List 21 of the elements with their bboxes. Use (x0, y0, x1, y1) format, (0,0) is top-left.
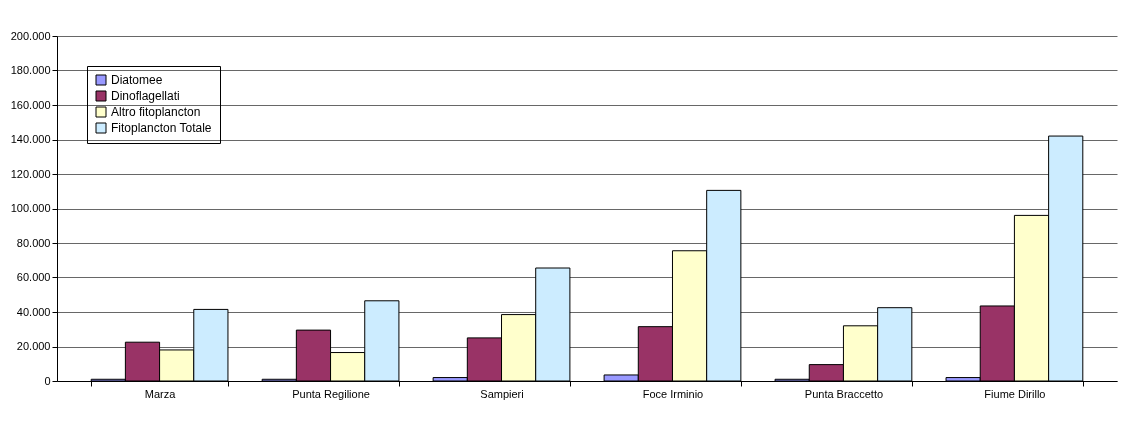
y-tick-label: 200.000 (10, 29, 51, 42)
legend-label: Fitoplancton Totale (111, 121, 212, 135)
legend-label: Dinoflagellati (111, 89, 180, 103)
legend-label: Diatomee (111, 73, 163, 87)
x-tick-label: Punta Braccetto (804, 387, 884, 400)
y-tick-label: 120.000 (10, 167, 51, 180)
y-tick-label: 80.000 (16, 236, 51, 249)
y-tick-label: 100.000 (10, 202, 51, 214)
x-tick-label: Sampieri (480, 387, 524, 400)
y-tick-label: 180.000 (10, 64, 51, 76)
legend-label: Altro fitoplancton (111, 105, 201, 119)
y-tick-label: 40.000 (16, 305, 51, 318)
y-tick-label: 20.000 (16, 340, 51, 352)
y-tick-label: 0 (44, 374, 51, 387)
y-tick-label: 60.000 (16, 271, 51, 283)
y-tick-label: 160.000 (10, 98, 51, 111)
x-tick-label: Marza (144, 387, 177, 400)
x-tick-label: Fiume Dirillo (984, 387, 1046, 400)
x-tick-label: Punta Regilione (292, 387, 370, 400)
x-tick-label: Foce Irminio (642, 387, 704, 400)
y-tick-label: 140.000 (10, 133, 51, 145)
